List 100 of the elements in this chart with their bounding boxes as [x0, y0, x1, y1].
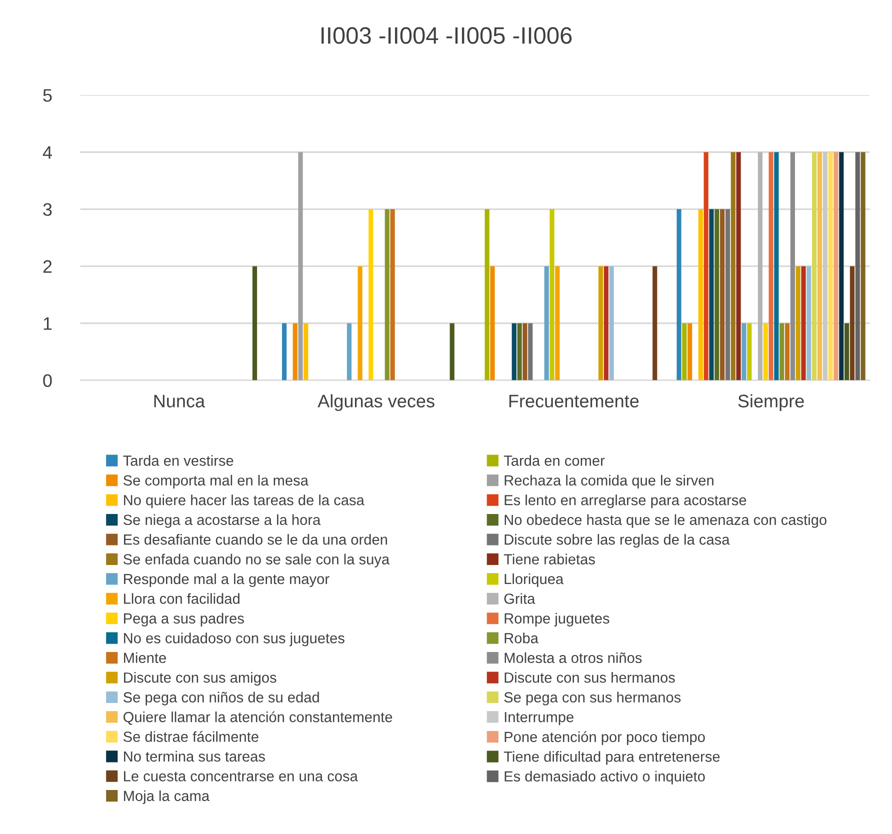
bar — [282, 323, 287, 380]
legend-label: Miente — [124, 652, 166, 664]
x-tick-label: Siempre — [738, 394, 804, 412]
legend-label: Es lento en arreglarse para acostarse — [504, 494, 746, 508]
bar — [688, 323, 692, 380]
legend-label: Se pega con sus hermanos — [504, 692, 681, 706]
legend-label: Discute con sus amigos — [124, 672, 276, 686]
bar — [490, 266, 495, 380]
legend-label: No quiere hacer las tareas de la casa — [124, 494, 364, 508]
bar — [368, 209, 374, 380]
y-tick-label: 3 — [43, 203, 52, 216]
bar — [609, 266, 614, 380]
legend-label: No termina sus tareas — [124, 750, 265, 762]
bar — [720, 209, 725, 380]
bar — [780, 323, 784, 380]
bar — [828, 152, 833, 380]
legend-label: Llora con facilidad — [124, 593, 240, 604]
x-tick-label: Algunas veces — [318, 394, 434, 412]
bar — [252, 266, 258, 380]
bar — [390, 209, 395, 380]
bar — [450, 323, 454, 380]
bar — [714, 209, 720, 380]
bar — [652, 266, 658, 380]
bar — [817, 152, 822, 380]
legend-label: Se enfada cuando no se sale con la suya — [123, 554, 390, 568]
x-tick-label: Frecuentemente — [509, 394, 639, 408]
legend-label: Grita — [504, 593, 536, 604]
y-tick-label: 5 — [43, 89, 52, 102]
bar — [358, 266, 362, 380]
legend-label: Se comporta mal en la mesa — [123, 474, 308, 488]
legend-label: Pega a sus padres — [124, 612, 244, 626]
chart-title: II003 -II004 -II005 -II006 — [322, 27, 572, 44]
legend-label: Tarda en comer — [504, 455, 605, 466]
bar — [736, 152, 741, 380]
legend-label: Tarda en vestirse — [123, 455, 234, 466]
bar — [298, 152, 303, 380]
bar — [839, 152, 844, 380]
legend-label: Responde mal a la gente mayor — [124, 573, 330, 588]
legend-label: Roba — [504, 632, 538, 644]
bar — [855, 152, 860, 380]
legend-label: Discute con sus hermanos — [504, 672, 675, 683]
bar — [682, 323, 687, 380]
legend-label: Lloriquea — [504, 573, 564, 588]
bar — [758, 152, 762, 380]
legend-label: Es desafiante cuando se le da una orden — [124, 534, 388, 545]
y-tick-label: 4 — [42, 146, 52, 159]
legend-label: Discute sobre las reglas de la casa — [504, 534, 730, 548]
bar — [742, 323, 746, 380]
bar — [598, 266, 604, 380]
y-tick-label: 0 — [43, 374, 52, 388]
legend-label: No es cuidadoso con sus juguetes — [124, 632, 344, 646]
bar — [790, 152, 795, 380]
bar — [844, 323, 850, 380]
bar — [860, 152, 866, 380]
bar — [796, 266, 800, 380]
legend-label: Se distrae fácilmente — [123, 731, 258, 742]
bar — [512, 323, 516, 380]
legend-label: Rechaza la comida que le sirven — [504, 474, 714, 488]
bar — [747, 323, 752, 380]
legend-label: Se niega a acostarse a la hora — [123, 514, 321, 528]
bar — [834, 152, 838, 380]
bar — [555, 266, 560, 380]
legend-label: No obedece hasta que se le amenaza con castigo — [504, 514, 826, 528]
legend-label: Tiene rabietas — [504, 554, 595, 564]
legend-label: Molesta a otros niños — [504, 652, 642, 664]
bar — [517, 323, 522, 380]
bar — [850, 266, 855, 380]
bar — [730, 152, 736, 380]
bar — [384, 209, 390, 380]
bar — [806, 266, 812, 380]
bar — [709, 209, 714, 380]
legend-label: Es demasiado activo o inquieto — [504, 770, 705, 784]
bar — [550, 209, 554, 380]
legend-label: Rompe juguetes — [504, 612, 610, 626]
legend-label: Quiere llamar la atención constantemente — [124, 711, 392, 725]
bar — [812, 152, 817, 380]
bar — [676, 209, 682, 380]
bar — [484, 209, 490, 380]
bar — [725, 209, 730, 380]
legend-label: Interrumpe — [504, 712, 574, 726]
bar — [774, 152, 779, 380]
y-tick-label: 1 — [44, 317, 52, 330]
bar — [292, 323, 298, 380]
bar — [801, 266, 806, 380]
legend-label: Pone atención por poco tiempo — [504, 731, 705, 745]
legend-label: Le cuesta concentrarse en una cosa — [124, 771, 358, 782]
bar — [698, 209, 703, 380]
bar — [604, 266, 608, 380]
bar — [544, 266, 549, 380]
bar — [522, 323, 528, 380]
bar — [768, 152, 774, 380]
bar — [528, 323, 533, 380]
bar — [784, 323, 790, 380]
bar — [304, 323, 308, 380]
bar — [763, 323, 768, 380]
bar — [704, 152, 708, 380]
legend-label: Moja la cama — [124, 790, 210, 804]
y-tick-label: 2 — [43, 260, 52, 273]
bar — [822, 152, 828, 380]
legend-label: Se pega con niños de su edad — [123, 692, 319, 706]
